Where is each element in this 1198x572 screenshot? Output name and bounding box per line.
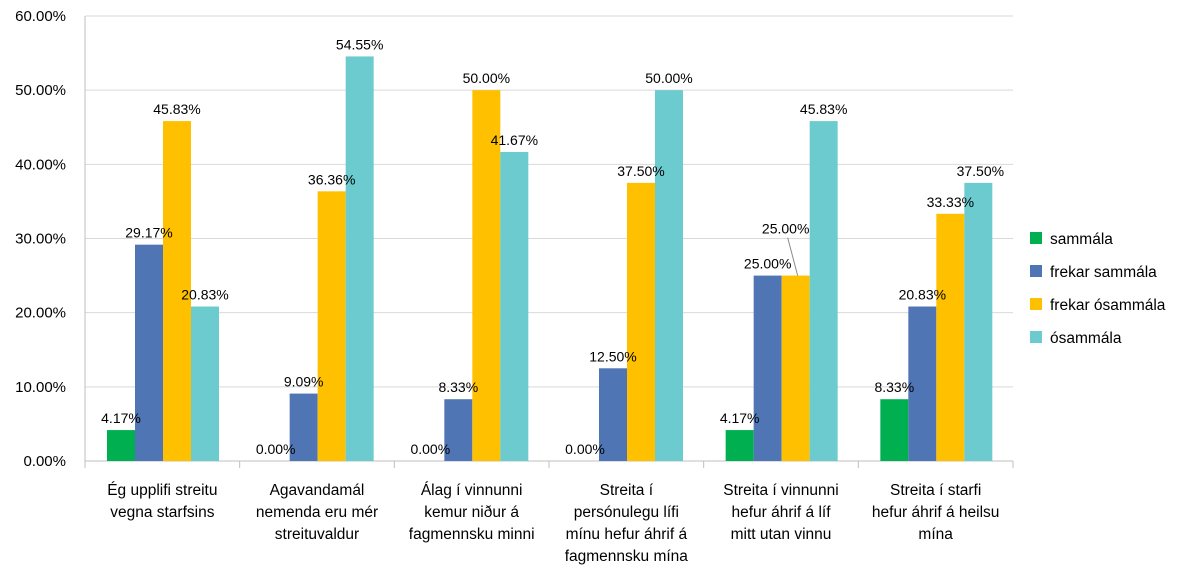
bar bbox=[191, 306, 219, 461]
x-category-label: hefur áhrif á líf bbox=[731, 504, 831, 521]
data-label: 8.33% bbox=[438, 379, 478, 395]
legend-label: sammála bbox=[1050, 231, 1113, 248]
bar bbox=[289, 393, 318, 461]
y-tick-label: 20.00% bbox=[15, 305, 66, 322]
bar bbox=[753, 275, 782, 461]
data-label: 25.00% bbox=[762, 221, 809, 237]
y-tick-label: 50.00% bbox=[15, 82, 66, 99]
bar bbox=[599, 368, 627, 461]
bar bbox=[444, 399, 473, 461]
x-category-label: Agavandamál bbox=[270, 482, 365, 499]
x-category-label: mitt utan vinnu bbox=[731, 526, 832, 543]
legend-label: frekar sammála bbox=[1050, 264, 1157, 281]
bar bbox=[936, 213, 965, 461]
data-label: 37.50% bbox=[957, 163, 1004, 179]
data-label: 45.83% bbox=[153, 101, 200, 117]
x-category-label: kemur niður á bbox=[424, 504, 519, 521]
y-tick-label: 30.00% bbox=[15, 231, 66, 248]
bar bbox=[317, 191, 346, 461]
bar bbox=[725, 430, 754, 461]
bar bbox=[345, 56, 374, 461]
data-label: 33.33% bbox=[927, 194, 974, 210]
x-category-label: Álag í vinnunni bbox=[421, 482, 523, 499]
x-category-label: nemenda eru mér bbox=[256, 504, 378, 521]
legend-swatch bbox=[1030, 331, 1042, 343]
bar bbox=[107, 430, 135, 461]
bar bbox=[964, 182, 993, 461]
legend-swatch bbox=[1030, 265, 1042, 277]
data-label: 41.67% bbox=[491, 132, 538, 148]
x-category-label: persónulegu lífi bbox=[574, 504, 679, 521]
bar bbox=[880, 399, 909, 461]
data-label: 4.17% bbox=[101, 410, 141, 426]
bar bbox=[472, 90, 501, 462]
x-category-label: fagmennsku mína bbox=[565, 548, 689, 565]
data-label: 36.36% bbox=[308, 171, 355, 187]
x-category-label: fagmennsku minni bbox=[409, 526, 535, 543]
x-category-label: hefur áhrif á heilsu bbox=[872, 504, 1000, 521]
y-tick-label: 60.00% bbox=[15, 8, 66, 25]
bar bbox=[500, 151, 529, 461]
data-label: 8.33% bbox=[874, 379, 914, 395]
legend-swatch bbox=[1030, 232, 1042, 244]
data-label: 50.00% bbox=[645, 70, 692, 86]
x-category-label: Streita í bbox=[600, 482, 654, 499]
bar bbox=[781, 275, 810, 461]
bar bbox=[135, 244, 163, 461]
data-label: 54.55% bbox=[336, 36, 383, 52]
data-label: 45.83% bbox=[800, 101, 847, 117]
legend-swatch bbox=[1030, 298, 1042, 310]
data-label: 9.09% bbox=[284, 374, 324, 390]
legend-label: frekar ósammála bbox=[1050, 297, 1166, 314]
y-tick-label: 10.00% bbox=[15, 379, 66, 396]
bar bbox=[908, 306, 937, 461]
legend-label: ósammála bbox=[1050, 330, 1122, 347]
x-category-label: Streita í vinnunni bbox=[723, 482, 838, 499]
y-tick-label: 0.00% bbox=[23, 453, 66, 470]
data-label: 0.00% bbox=[256, 441, 296, 457]
data-label: 50.00% bbox=[463, 70, 510, 86]
data-label: 29.17% bbox=[125, 225, 172, 241]
data-label: 4.17% bbox=[720, 410, 760, 426]
y-tick-label: 40.00% bbox=[15, 156, 66, 173]
x-category-label: Streita í starfi bbox=[890, 482, 981, 499]
data-label: 37.50% bbox=[617, 163, 664, 179]
data-label: 20.83% bbox=[899, 287, 946, 303]
leader-line bbox=[787, 237, 799, 276]
bar bbox=[809, 121, 838, 461]
bar bbox=[163, 121, 191, 461]
data-label: 0.00% bbox=[565, 441, 605, 457]
data-label: 12.50% bbox=[589, 348, 636, 364]
data-label: 0.00% bbox=[410, 441, 450, 457]
x-category-label: vegna starfsins bbox=[110, 504, 214, 521]
data-label: 20.83% bbox=[181, 287, 228, 303]
bar bbox=[627, 182, 655, 461]
x-category-label: mínu hefur áhrif á bbox=[566, 526, 688, 543]
x-category-label: streituvaldur bbox=[275, 526, 359, 543]
x-category-label: mína bbox=[918, 526, 953, 543]
data-label: 25.00% bbox=[744, 256, 791, 272]
bar bbox=[655, 90, 683, 462]
x-category-label: Ég upplifi streitu bbox=[107, 482, 217, 499]
